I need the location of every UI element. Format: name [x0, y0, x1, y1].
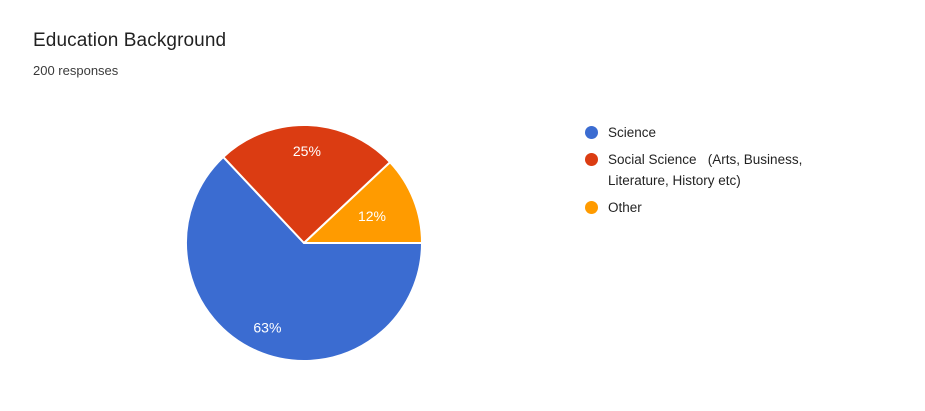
legend-dot-science [585, 126, 598, 139]
chart-title: Education Background [33, 30, 227, 51]
legend-label-other: Other [608, 200, 642, 215]
legend-item-science: Science [585, 122, 813, 143]
pie-slice-label-0: 63% [253, 320, 281, 336]
pie-slice-label-2: 12% [358, 208, 386, 224]
pie-chart: 63% 25% 12% [185, 123, 423, 362]
legend-item-other: Other [585, 197, 813, 218]
legend: Science Social Science (Arts, Business, … [585, 122, 813, 224]
response-count: 200 responses [33, 63, 119, 78]
pie-slice-0[interactable] [185, 155, 423, 362]
pie-slice-1[interactable] [222, 123, 392, 244]
legend-label-social-science: Social Science (Arts, Business, Literatu… [608, 152, 807, 188]
pie-slice-label-1: 25% [293, 143, 321, 159]
legend-dot-social-science [585, 153, 598, 166]
legend-label-science: Science [608, 125, 657, 140]
legend-item-social-science: Social Science (Arts, Business, Literatu… [585, 149, 813, 191]
legend-dot-other [585, 201, 598, 214]
pie-slice-2[interactable] [303, 161, 423, 244]
